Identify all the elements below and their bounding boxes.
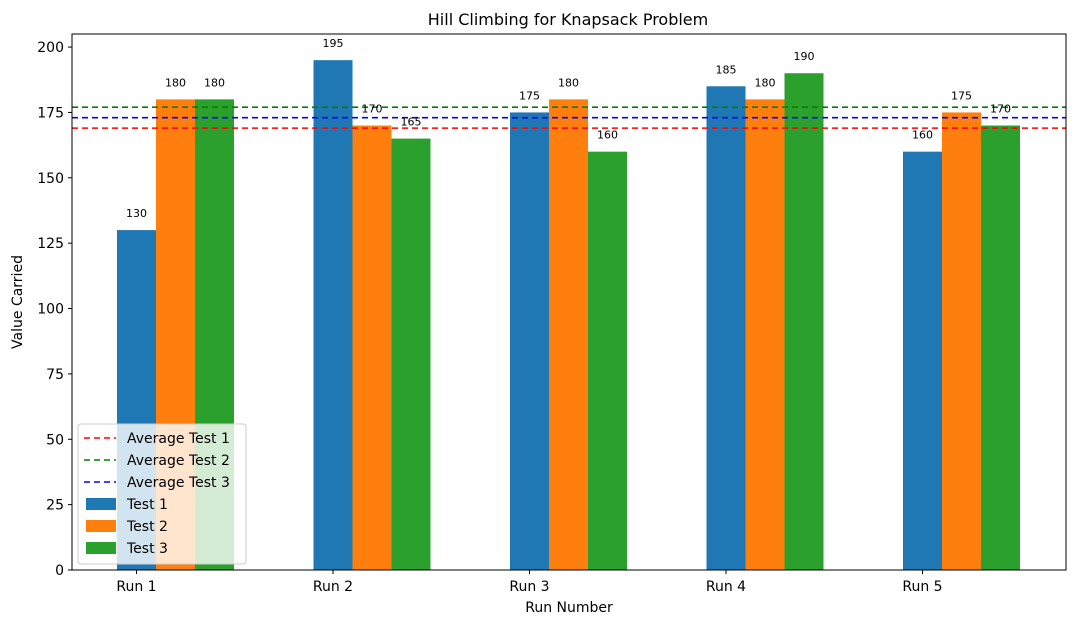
data-label: 190 <box>794 50 815 63</box>
plot-frame <box>71 33 1067 571</box>
bar-test-1-run-5 <box>903 151 942 570</box>
bar-test-1-run-4 <box>706 86 746 570</box>
data-label: 160 <box>912 129 933 142</box>
y-tick-label: 25 <box>46 498 64 514</box>
bar-test-1-run-3 <box>510 112 549 570</box>
legend-label: Average Test 2 <box>127 453 230 469</box>
legend-color-swatch <box>86 542 116 554</box>
y-tick-label: 125 <box>37 236 64 252</box>
x-axis: Run 1 Run 2 Run 3 Run 4 Run 5 <box>116 570 943 595</box>
y-axis-label: Value Carried <box>10 255 26 349</box>
data-label: 195 <box>323 37 344 50</box>
y-axis: 0 25 50 75 100 125 150 175 200 <box>37 40 72 579</box>
legend-label: Test 1 <box>126 497 168 513</box>
data-label: 175 <box>519 89 540 102</box>
legend-label: Test 3 <box>126 541 168 557</box>
x-tick-label: Run 3 <box>509 579 549 595</box>
x-tick-label: Run 5 <box>902 579 942 595</box>
average-lines-layer <box>72 106 1066 129</box>
legend-color-swatch <box>86 520 116 532</box>
data-label: 130 <box>126 207 147 220</box>
bar-test-1-run-2 <box>313 60 353 571</box>
bar-test-3-run-5 <box>981 125 1020 570</box>
y-tick-label: 150 <box>37 171 64 187</box>
y-tick-label: 50 <box>46 432 64 448</box>
bar-test-2-run-3 <box>549 99 588 571</box>
chart-title: Hill Climbing for Knapsack Problem <box>428 10 708 29</box>
bar-test-2-run-2 <box>352 125 392 570</box>
bar-test-2-run-5 <box>942 112 981 570</box>
data-label: 165 <box>401 116 422 129</box>
legend-label: Test 2 <box>126 519 168 535</box>
data-label: 170 <box>990 103 1011 116</box>
bar-test-3-run-3 <box>588 151 627 570</box>
data-label: 175 <box>951 89 972 102</box>
data-label: 180 <box>755 76 776 89</box>
y-tick-label: 175 <box>37 105 64 121</box>
x-tick-label: Run 4 <box>706 579 746 595</box>
data-label: 180 <box>165 76 186 89</box>
legend-label: Average Test 3 <box>127 475 230 491</box>
legend: Average Test 1 Average Test 2 Average Test… <box>77 423 247 565</box>
bar-test-2-run-4 <box>745 99 785 571</box>
bar-test-3-run-4 <box>784 73 824 570</box>
legend-color-swatch <box>86 498 116 510</box>
data-label: 160 <box>597 129 618 142</box>
y-tick-label: 200 <box>37 40 64 56</box>
x-axis-label: Run Number <box>525 600 613 616</box>
data-label: 170 <box>362 103 383 116</box>
legend-box <box>77 423 247 565</box>
data-label: 180 <box>558 76 579 89</box>
y-tick-label: 100 <box>37 302 64 318</box>
data-label: 185 <box>716 63 737 76</box>
legend-label: Average Test 1 <box>127 431 230 447</box>
data-label: 180 <box>204 76 225 89</box>
y-tick-label: 75 <box>46 367 64 383</box>
bars-layer <box>117 60 1020 571</box>
y-tick-label: 0 <box>55 563 64 579</box>
bar-test-3-run-2 <box>391 138 431 570</box>
x-tick-label: Run 2 <box>313 579 353 595</box>
data-labels-layer: 130 195 175 185 160 180 170 180 180 175 180 165 160 1… <box>126 37 1011 220</box>
x-tick-label: Run 1 <box>116 579 156 595</box>
